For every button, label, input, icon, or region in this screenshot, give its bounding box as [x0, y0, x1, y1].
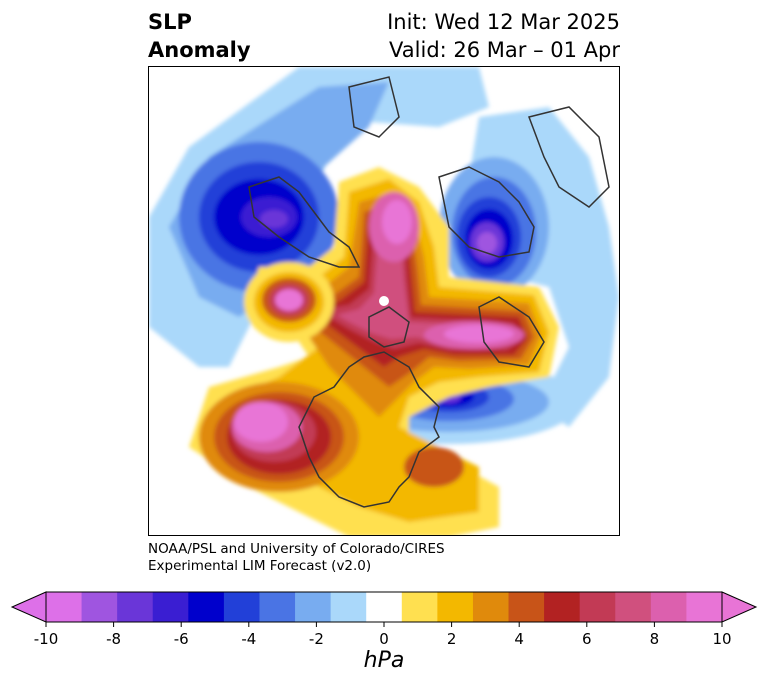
colorbar-segment	[472, 592, 510, 622]
colorbar-segment	[615, 592, 652, 622]
map-panel	[148, 66, 620, 536]
colorbar-tick-label: -2	[309, 630, 324, 648]
colorbar-segment	[686, 592, 723, 622]
credit-line-2: Experimental LIM Forecast (v2.0)	[148, 558, 372, 574]
coastline	[248, 176, 361, 268]
coastlines	[248, 76, 610, 508]
colorbar-segments	[10, 591, 758, 623]
coastline	[528, 106, 610, 208]
coastline	[348, 76, 400, 138]
colorbar-tick-label: 10	[712, 630, 731, 648]
colorbar-segment	[259, 592, 296, 622]
colorbar-ticks: -10 -8 -6 -4 -2 0 2 4 6 8 10	[34, 622, 732, 648]
colorbar-segment	[544, 592, 581, 622]
credit-block: NOAA/PSL and University of Colorado/CIRE…	[148, 541, 445, 575]
colorbar-segment	[117, 592, 154, 622]
coastline	[438, 166, 535, 258]
gulf-alaska-high	[275, 289, 303, 311]
pacific-low	[260, 210, 288, 228]
coastline	[478, 296, 545, 368]
colorbar-tick-label: 2	[447, 630, 457, 648]
title-block-left: SLP Anomaly	[148, 8, 251, 64]
colorbar-over-arrow	[721, 591, 758, 623]
colorbar-segment	[650, 592, 687, 622]
colorbar-segment	[223, 592, 260, 622]
valid-period: Valid: 26 Mar – 01 Apr	[389, 38, 620, 62]
credit-line-1: NOAA/PSL and University of Colorado/CIRE…	[148, 541, 445, 557]
western-na-high	[234, 402, 288, 442]
colorbar-tick-label: 6	[582, 630, 592, 648]
colorbar-tick-label: 0	[379, 630, 389, 648]
colorbar-under-arrow	[10, 591, 47, 623]
colorbar-tick-label: -6	[174, 630, 189, 648]
colorbar-tick-label: 8	[650, 630, 660, 648]
colorbar-segment	[437, 592, 474, 622]
arctic-high-core	[382, 200, 412, 244]
colorbar-segment	[401, 592, 438, 622]
colorbar-tick-label: -10	[34, 630, 59, 648]
colorbar-tick-label: -4	[241, 630, 256, 648]
colorbar: -10 -8 -6 -4 -2 0 2 4 6 8 10	[10, 591, 758, 648]
colorbar-tick-label: 4	[514, 630, 524, 648]
coastline	[298, 351, 440, 508]
colorbar-segment	[46, 592, 83, 622]
colorbar-unit: hPa	[363, 648, 405, 673]
title-type: Anomaly	[148, 38, 251, 62]
eastern-us-high	[404, 447, 464, 487]
colorbar-segment	[366, 592, 403, 622]
colorbar-tick-label: -8	[106, 630, 121, 648]
coastline	[368, 306, 410, 348]
colorbar-segment	[330, 592, 367, 622]
title-block-right: Init: Wed 12 Mar 2025 Valid: 26 Mar – 01…	[387, 8, 620, 64]
anomaly-map	[149, 67, 619, 535]
colorbar-segment	[152, 592, 189, 622]
title-variable: SLP	[148, 10, 192, 34]
siberia-high-core	[444, 325, 514, 343]
colorbar-segment	[81, 592, 118, 622]
init-date: Init: Wed 12 Mar 2025	[387, 10, 620, 34]
colorbar-segment	[579, 592, 616, 622]
colorbar-segment	[188, 592, 225, 622]
colorbar-segment	[295, 592, 332, 622]
colorbar-segment	[508, 592, 545, 622]
europe-low	[477, 232, 497, 254]
north-pole-marker	[379, 296, 389, 306]
